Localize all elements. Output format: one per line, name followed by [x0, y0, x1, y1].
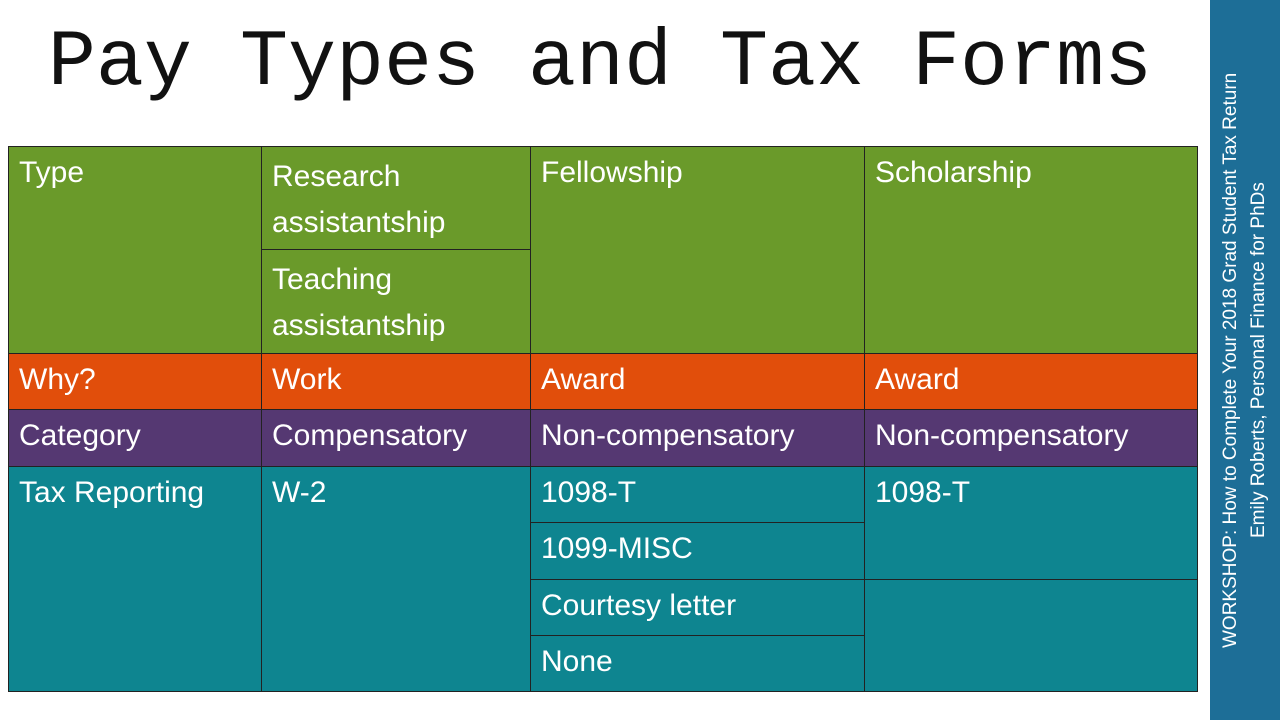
cell: None — [530, 635, 865, 692]
cell: Non-compensatory — [864, 409, 1198, 467]
cell: Why? — [8, 353, 262, 410]
cell: Category — [8, 409, 262, 467]
cell: 1098-T — [530, 466, 865, 523]
slide-title: Pay Types and Tax Forms — [47, 18, 1153, 109]
cell: Fellowship — [530, 146, 865, 354]
cell: Tax Reporting — [8, 466, 262, 692]
cell: Scholarship — [864, 146, 1198, 354]
cell: Work — [261, 353, 531, 410]
cell: Courtesy letter — [530, 579, 865, 636]
sidebar-line: WORKSHOP: How to Complete Your 2018 Grad… — [1220, 72, 1241, 648]
cell: Non-compensatory — [530, 409, 865, 467]
cell: Research assistantship — [261, 146, 531, 250]
cell: Award — [864, 353, 1198, 410]
sidebar-line: Emily Roberts, Personal Finance for PhDs — [1248, 182, 1269, 538]
cell: Award — [530, 353, 865, 410]
cell: 1099-MISC — [530, 522, 865, 580]
sidebar-text: WORKSHOP: How to Complete Your 2018 Grad… — [1210, 0, 1280, 720]
cell: Teaching assistantship — [261, 249, 531, 354]
cell: 1098-T — [864, 466, 1198, 580]
cell: Type — [8, 146, 262, 354]
empty-cell — [864, 579, 1198, 692]
sidebar: WORKSHOP: How to Complete Your 2018 Grad… — [1210, 0, 1280, 720]
cell: Compensatory — [261, 409, 531, 467]
cell: W-2 — [261, 466, 531, 692]
